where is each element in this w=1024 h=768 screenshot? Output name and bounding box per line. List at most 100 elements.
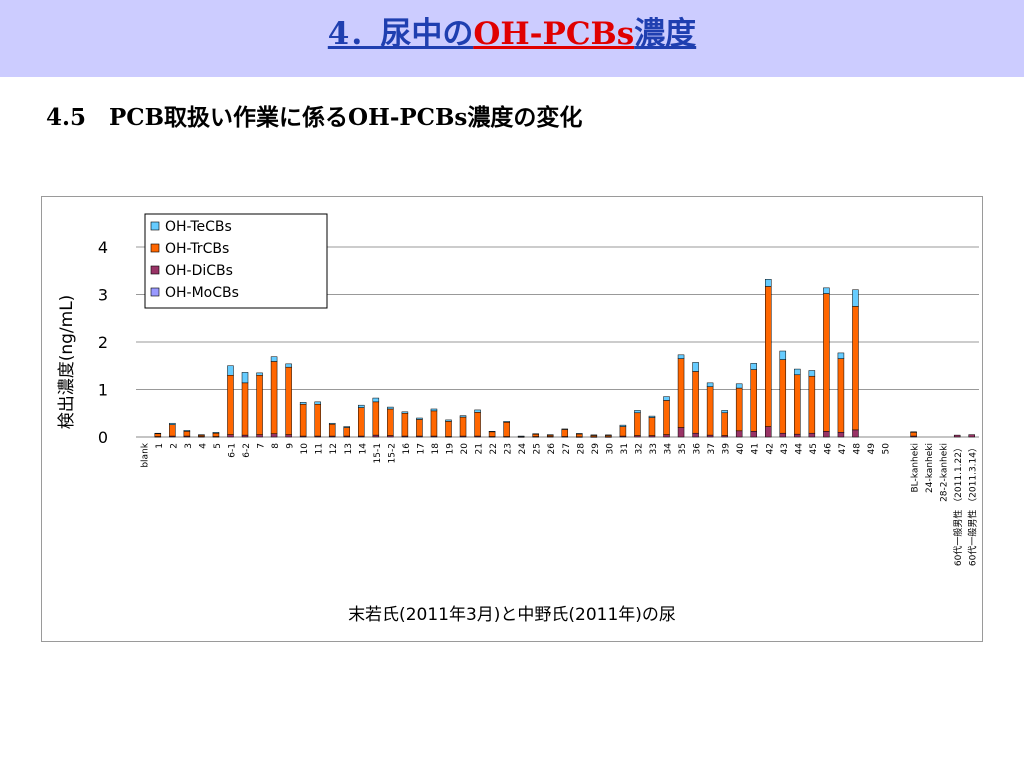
x-tick-label: 50 bbox=[882, 443, 892, 455]
bar-segment bbox=[474, 412, 481, 437]
y-axis-label: 検出濃度(ng/mL) bbox=[57, 295, 77, 430]
legend-swatch bbox=[150, 265, 160, 275]
x-tick-label: 28 bbox=[576, 443, 586, 455]
x-tick-label: 6-2 bbox=[242, 443, 252, 458]
x-tick-label: 19 bbox=[445, 443, 455, 455]
x-tick-label: 1 bbox=[155, 443, 165, 449]
bar-segment bbox=[328, 423, 336, 437]
x-tick-label: 39 bbox=[722, 443, 732, 455]
bar-segment bbox=[794, 374, 801, 435]
x-tick-label: 34 bbox=[664, 443, 674, 455]
bar-segment bbox=[779, 432, 787, 438]
legend-label: OH-MoCBs bbox=[165, 285, 239, 301]
bar-segment bbox=[343, 426, 350, 428]
bar-segment bbox=[459, 415, 467, 418]
bar-segment bbox=[256, 434, 263, 438]
bar-segment bbox=[706, 382, 714, 387]
legend-swatch bbox=[150, 243, 160, 253]
legend-label: OH-TeCBs bbox=[165, 219, 232, 235]
bar-segment bbox=[241, 372, 249, 384]
bar-segment bbox=[343, 427, 350, 437]
bar-segment bbox=[677, 427, 685, 438]
bar-segment bbox=[706, 434, 714, 438]
bar-segment bbox=[590, 434, 598, 436]
y-tick-label: 3 bbox=[98, 286, 108, 305]
bar-segment bbox=[241, 382, 249, 436]
bar-segment bbox=[663, 396, 670, 401]
bar-segment bbox=[735, 430, 743, 438]
bar-segment bbox=[328, 422, 336, 425]
bar-segment bbox=[488, 431, 496, 433]
x-tick-label: 60代一般男性 （2011.3.14） bbox=[967, 443, 979, 566]
bar-segment bbox=[372, 401, 380, 436]
bar-segment bbox=[212, 432, 220, 437]
x-tick-label: 21 bbox=[475, 443, 485, 454]
bar-segment bbox=[256, 375, 263, 435]
bar-segment bbox=[765, 426, 772, 438]
x-tick-label: 47 bbox=[838, 443, 848, 454]
bar-segment bbox=[503, 421, 510, 423]
bar-segment bbox=[750, 369, 757, 432]
title-bar bbox=[0, 0, 1024, 77]
bar-segment bbox=[634, 412, 641, 436]
x-tick-label: 45 bbox=[809, 443, 819, 454]
bar-segment bbox=[401, 413, 409, 437]
y-tick-label: 4 bbox=[98, 238, 108, 257]
bar-segment bbox=[154, 433, 162, 437]
bar-segment bbox=[314, 403, 321, 437]
bar-segment bbox=[808, 370, 816, 377]
x-tick-label: 17 bbox=[416, 443, 426, 454]
bar-segment bbox=[299, 402, 307, 405]
bar-segment bbox=[823, 287, 830, 294]
x-tick-label: 28-2-kanheki bbox=[940, 443, 950, 502]
x-tick-label: 9 bbox=[286, 443, 296, 449]
bar-segment bbox=[837, 432, 845, 438]
x-tick-label: 42 bbox=[765, 443, 775, 454]
bar-segment bbox=[270, 361, 278, 434]
legend-box bbox=[144, 213, 328, 309]
x-tick-label: 2 bbox=[169, 443, 179, 449]
bar-segment bbox=[619, 426, 627, 437]
bar-segment bbox=[358, 407, 365, 437]
x-tick-label: BL-kanheki bbox=[911, 443, 921, 493]
bar-segment bbox=[445, 419, 452, 422]
bar-segment bbox=[372, 397, 380, 403]
x-tick-label: 8 bbox=[271, 443, 281, 449]
bar-segment bbox=[416, 419, 423, 437]
x-tick-label: 35 bbox=[678, 443, 688, 454]
page-title-prefix: 4．尿中の bbox=[327, 16, 474, 52]
x-tick-label: 37 bbox=[707, 443, 717, 454]
bar-segment bbox=[794, 433, 801, 438]
bar-segment bbox=[735, 387, 743, 432]
bar-segment bbox=[285, 363, 292, 368]
bar-segment bbox=[561, 429, 569, 437]
x-tick-label: 48 bbox=[852, 443, 862, 455]
bar-segment bbox=[227, 365, 234, 376]
page-title-suffix: 濃度 bbox=[634, 16, 697, 52]
bar-segment bbox=[677, 358, 685, 428]
x-tick-label: 43 bbox=[780, 443, 790, 454]
bar-segment bbox=[779, 359, 787, 434]
x-tick-label: 24-kanheki bbox=[925, 443, 935, 493]
x-tick-label: 31 bbox=[620, 443, 630, 454]
bar-segment bbox=[605, 434, 612, 436]
x-tick-label: 40 bbox=[736, 443, 746, 455]
bar-segment bbox=[953, 434, 961, 438]
x-tick-label: 30 bbox=[605, 443, 615, 455]
bar-segment bbox=[430, 408, 438, 412]
bar-segment bbox=[663, 400, 670, 435]
bar-segment bbox=[910, 432, 917, 437]
x-tick-label: 60代一般男性 （2011.1.22） bbox=[952, 443, 964, 566]
bar-segment bbox=[387, 406, 394, 410]
bar-segment bbox=[735, 383, 743, 389]
bar-segment bbox=[663, 434, 670, 438]
bar-segment bbox=[387, 408, 394, 436]
bar-segment bbox=[576, 433, 583, 435]
x-tick-label: 36 bbox=[693, 443, 703, 455]
bar-segment bbox=[459, 416, 467, 437]
x-tick-label: 15-2 bbox=[387, 443, 397, 463]
x-tick-label: 20 bbox=[460, 443, 470, 455]
x-tick-label: 15-1 bbox=[373, 443, 383, 463]
bar-segment bbox=[648, 415, 656, 418]
bar-segment bbox=[837, 358, 845, 433]
